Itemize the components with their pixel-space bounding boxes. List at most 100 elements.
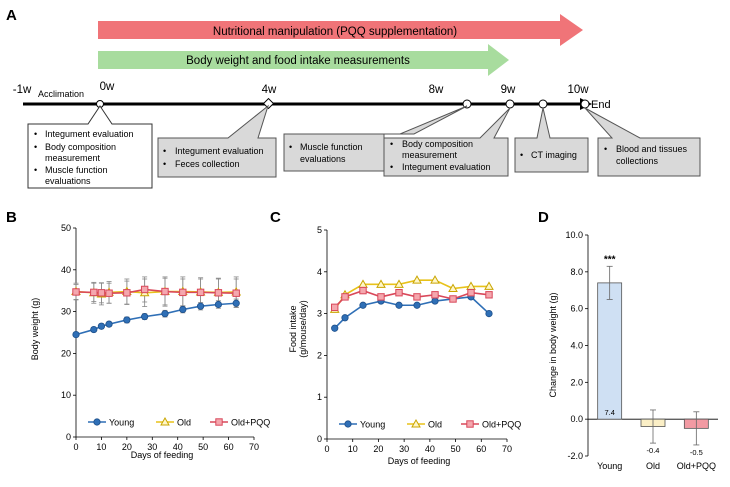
legend-marker	[344, 420, 352, 428]
data-point-young	[431, 297, 439, 305]
x-tick-label: 60	[224, 442, 234, 452]
y-tick-label: 2.0	[570, 377, 583, 387]
data-point-oldpqq	[90, 288, 98, 297]
x-tick-label: 10	[96, 442, 106, 452]
panel-d: D -2.0 0.0 2.0 4.0 6.0 8.0 10.0 7.4 Young -0.4 Old…	[538, 209, 718, 471]
data-point-oldpqq	[232, 289, 240, 297]
data-point-oldpqq	[485, 291, 493, 299]
data-point-young	[331, 324, 339, 332]
data-point-old	[448, 283, 458, 293]
box-0w-bullet-1: •	[34, 129, 37, 139]
box-4w-line-1: Integument evaluation	[175, 146, 264, 156]
panel-label-d: D	[538, 209, 549, 226]
x-tick-label: 50	[198, 442, 208, 452]
chart-b-ylabel: Body weight (g)	[30, 298, 40, 361]
box-blood-bullet-1: •	[604, 144, 607, 154]
timepoint-ct-marker	[538, 99, 548, 109]
timeline-label-10w: 10w	[567, 84, 589, 96]
data-point-oldpqq	[214, 289, 223, 297]
data-point-young	[161, 310, 169, 318]
y-tick-label: 8.0	[570, 267, 583, 277]
data-point-young	[97, 322, 106, 330]
box-8w-line-1: Muscle function	[300, 142, 363, 152]
legend-label: Old	[177, 418, 191, 428]
series-line-young	[75, 302, 237, 336]
data-point-oldpqq	[196, 288, 205, 297]
box-8w-bullet-1: •	[289, 142, 292, 152]
y-tick-label: -2.0	[567, 451, 583, 461]
panel-a: A Nutritional manipulation (PQQ suppleme…	[6, 7, 701, 189]
legend-label: Old	[428, 420, 442, 430]
legend-marker	[215, 418, 223, 426]
data-point-young	[395, 301, 403, 309]
box-4w-bullet-2: •	[163, 159, 166, 169]
data-point-old	[430, 275, 440, 284]
timepoint-end-marker	[580, 99, 590, 109]
legend-marker	[411, 418, 421, 428]
data-point-oldpqq	[72, 288, 80, 296]
y-tick-label: 0.0	[570, 414, 583, 424]
box-0w	[27, 105, 153, 189]
x-tick-label: 40	[425, 444, 435, 454]
box-4w	[157, 104, 277, 178]
bar-value-label: 7.4	[604, 408, 614, 417]
data-point-oldpqq	[105, 289, 113, 297]
series-line-young	[334, 296, 490, 329]
significance-marker: ***	[604, 254, 616, 265]
data-point-oldpqq	[413, 293, 421, 301]
body-weight-chart: 0 10 20 30 40 50 0 10 20 30 40 50 60 70 Young Old Old+PQ…	[61, 223, 270, 452]
y-tick-label: 30	[61, 307, 71, 317]
pqq-supplementation-arrow	[98, 14, 583, 46]
box-4w-line-2: Feces collection	[175, 159, 240, 169]
data-point-oldpqq	[331, 303, 339, 312]
box-9w-line-3: Integument evaluation	[402, 162, 491, 172]
box-9w-line-1: Body composition	[402, 139, 473, 149]
series-line-oldpqq	[334, 289, 490, 308]
legend-marker	[160, 416, 170, 426]
bar-value-label: -0.4	[647, 446, 660, 455]
data-point-oldpqq	[395, 289, 403, 297]
legend-marker	[466, 420, 474, 428]
data-point-young	[123, 316, 131, 324]
legend-label: Young	[109, 418, 134, 428]
y-tick-label: 40	[61, 265, 71, 275]
chart-c-ylabel-line2: (g/mouse/day)	[298, 300, 308, 358]
data-point-oldpqq	[161, 287, 169, 296]
x-tick-label: 0	[73, 442, 78, 452]
y-tick-label: 50	[61, 223, 71, 233]
data-point-oldpqq	[431, 291, 439, 299]
box-0w-line-5: evaluations	[45, 176, 91, 186]
box-0w-line-1: Integument evaluation	[45, 129, 134, 139]
timeline-label-4w: 4w	[262, 84, 277, 96]
legend-label: Old+PQQ	[231, 418, 270, 428]
data-point-young	[90, 325, 98, 334]
change-body-weight-chart: -2.0 0.0 2.0 4.0 6.0 8.0 10.0 7.4 Young -0.4 Old -0…	[565, 230, 718, 471]
data-point-oldpqq	[341, 293, 349, 301]
data-point-young	[141, 313, 149, 321]
data-point-young	[359, 301, 367, 309]
box-9w-bullet-2: •	[390, 162, 393, 172]
legend-label: Old+PQQ	[482, 420, 521, 430]
data-point-young	[179, 305, 187, 314]
panel-label-b: B	[6, 209, 17, 226]
box-4w-bullet-1: •	[163, 146, 166, 156]
y-tick-label: 3	[317, 309, 322, 319]
measurement-label: Body weight and food intake measurements	[186, 55, 410, 67]
chart-d-ylabel: Change in body weight (g)	[548, 292, 558, 397]
x-tick-label: 50	[451, 444, 461, 454]
x-tick-label: 70	[249, 442, 259, 452]
y-tick-label: 1	[317, 392, 322, 402]
timeline-label-9w: 9w	[501, 84, 516, 96]
box-9w	[383, 107, 511, 177]
timeline-label-8w: 8w	[429, 84, 444, 96]
x-tick-label: 70	[502, 444, 512, 454]
data-point-young	[197, 302, 205, 310]
chart-c-xlabel: Days of feeding	[388, 456, 451, 466]
legend-label: Young	[360, 420, 385, 430]
box-ct-bullet-1: •	[520, 150, 523, 160]
data-point-oldpqq	[377, 293, 385, 301]
y-tick-label: 2	[317, 350, 322, 360]
y-tick-label: 4	[317, 267, 322, 277]
